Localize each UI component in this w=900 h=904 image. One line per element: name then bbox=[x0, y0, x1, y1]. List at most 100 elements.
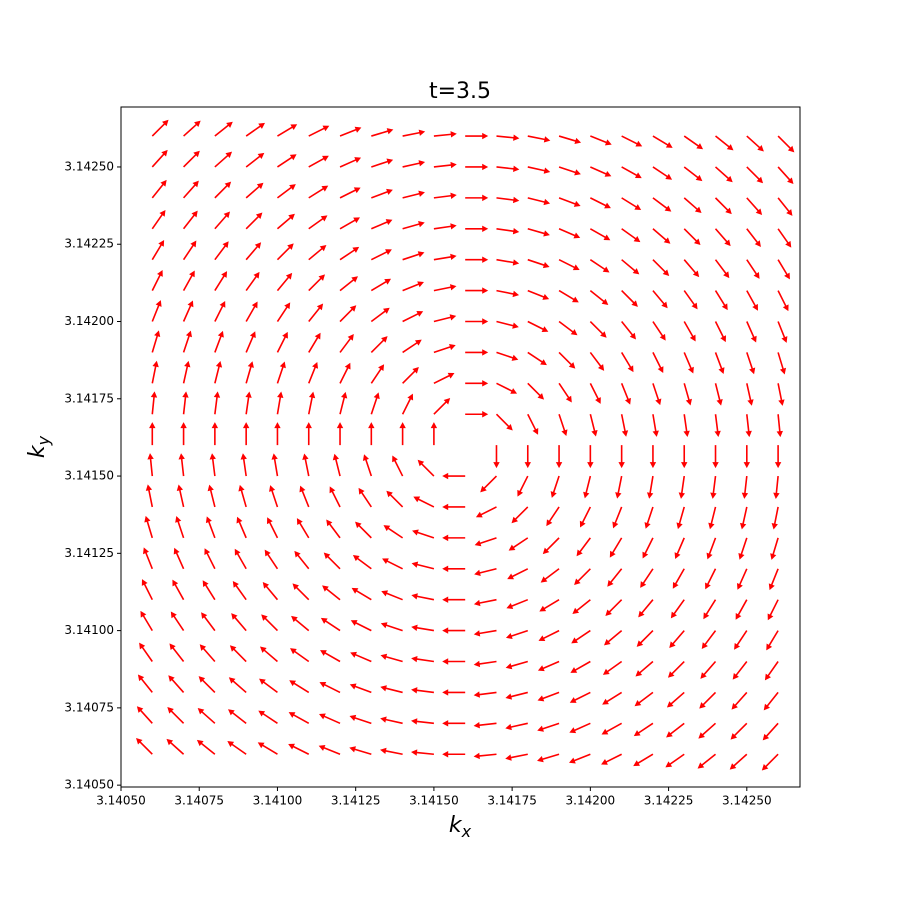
arrow bbox=[777, 135, 795, 153]
arrow bbox=[558, 382, 572, 403]
arrow bbox=[402, 367, 419, 384]
arrow bbox=[380, 716, 403, 725]
arrow bbox=[736, 568, 748, 590]
arrow bbox=[433, 344, 456, 354]
arrow bbox=[182, 300, 194, 322]
arrow bbox=[473, 722, 497, 729]
arrow bbox=[496, 320, 519, 329]
arrow bbox=[633, 753, 654, 767]
arrow bbox=[229, 645, 247, 663]
arrow bbox=[231, 613, 247, 632]
arrow bbox=[569, 722, 591, 734]
arrow bbox=[715, 135, 734, 151]
arrow bbox=[245, 331, 256, 353]
arrow bbox=[537, 691, 560, 702]
arrow bbox=[620, 383, 631, 405]
arrow bbox=[527, 413, 539, 435]
arrow bbox=[292, 583, 310, 601]
arrow bbox=[537, 722, 560, 732]
arrow bbox=[411, 655, 435, 663]
arrow bbox=[151, 360, 159, 384]
arrow bbox=[402, 160, 426, 168]
arrow bbox=[370, 336, 388, 353]
arrow bbox=[214, 361, 223, 384]
arrow bbox=[320, 617, 341, 632]
arrow bbox=[417, 459, 435, 477]
arrow bbox=[652, 259, 670, 276]
arrow bbox=[245, 391, 252, 415]
arrow bbox=[339, 334, 354, 353]
x-tick-label: 3.14225 bbox=[644, 794, 694, 808]
arrow bbox=[402, 339, 422, 354]
arrow bbox=[602, 691, 623, 705]
arrow bbox=[339, 126, 362, 137]
arrow bbox=[558, 228, 581, 239]
arrow bbox=[773, 475, 780, 499]
arrow bbox=[276, 184, 296, 199]
arrow bbox=[473, 629, 497, 637]
arrow bbox=[777, 290, 789, 312]
arrow bbox=[269, 485, 279, 508]
arrow bbox=[701, 630, 717, 649]
arrow bbox=[649, 445, 657, 469]
arrow bbox=[714, 259, 730, 279]
arrow bbox=[197, 708, 216, 724]
arrow bbox=[245, 182, 264, 199]
arrow bbox=[731, 691, 748, 710]
arrow bbox=[182, 240, 197, 261]
arrow bbox=[245, 242, 262, 261]
arrow bbox=[202, 580, 216, 601]
arrow bbox=[621, 166, 642, 179]
arrow bbox=[332, 453, 341, 477]
x-tick-label: 3.14200 bbox=[566, 794, 616, 808]
arrow bbox=[706, 537, 717, 560]
arrow bbox=[350, 651, 372, 663]
arrow bbox=[176, 484, 185, 508]
arrow bbox=[465, 256, 489, 263]
arrow bbox=[402, 190, 425, 199]
arrow bbox=[777, 352, 787, 375]
arrow bbox=[172, 579, 185, 601]
arrow bbox=[413, 496, 435, 508]
arrow bbox=[402, 129, 426, 137]
arrow bbox=[761, 753, 779, 771]
arrow bbox=[168, 675, 185, 693]
arrow bbox=[205, 516, 216, 539]
arrow bbox=[150, 391, 158, 415]
arrow bbox=[370, 307, 390, 323]
arrow bbox=[652, 166, 673, 180]
arrow bbox=[290, 648, 310, 663]
arrow bbox=[307, 391, 316, 415]
arrow bbox=[496, 351, 519, 361]
arrow bbox=[151, 330, 161, 353]
arrow bbox=[558, 135, 582, 144]
arrow bbox=[621, 321, 637, 340]
arrow bbox=[558, 413, 568, 437]
arrow bbox=[589, 259, 610, 273]
arrow bbox=[776, 414, 783, 438]
arrow bbox=[558, 258, 580, 271]
arrow bbox=[183, 150, 200, 168]
arrow bbox=[732, 661, 748, 680]
arrow bbox=[276, 361, 286, 384]
arrow bbox=[621, 290, 638, 307]
arrow bbox=[411, 687, 434, 694]
arrow bbox=[505, 629, 529, 640]
arrow bbox=[147, 453, 154, 477]
arrow bbox=[712, 445, 719, 469]
x-tick-label: 3.14175 bbox=[487, 794, 537, 808]
arrow bbox=[433, 372, 455, 385]
arrow bbox=[355, 521, 372, 539]
arrow bbox=[370, 278, 392, 292]
arrow bbox=[402, 221, 425, 230]
plot-frame bbox=[120, 106, 801, 788]
arrow bbox=[214, 300, 226, 322]
arrow bbox=[141, 579, 154, 601]
arrow bbox=[681, 445, 688, 469]
arrow bbox=[214, 211, 231, 230]
arrow bbox=[558, 197, 581, 207]
arrow bbox=[371, 219, 393, 230]
arrow bbox=[609, 537, 623, 558]
arrow bbox=[175, 516, 185, 539]
